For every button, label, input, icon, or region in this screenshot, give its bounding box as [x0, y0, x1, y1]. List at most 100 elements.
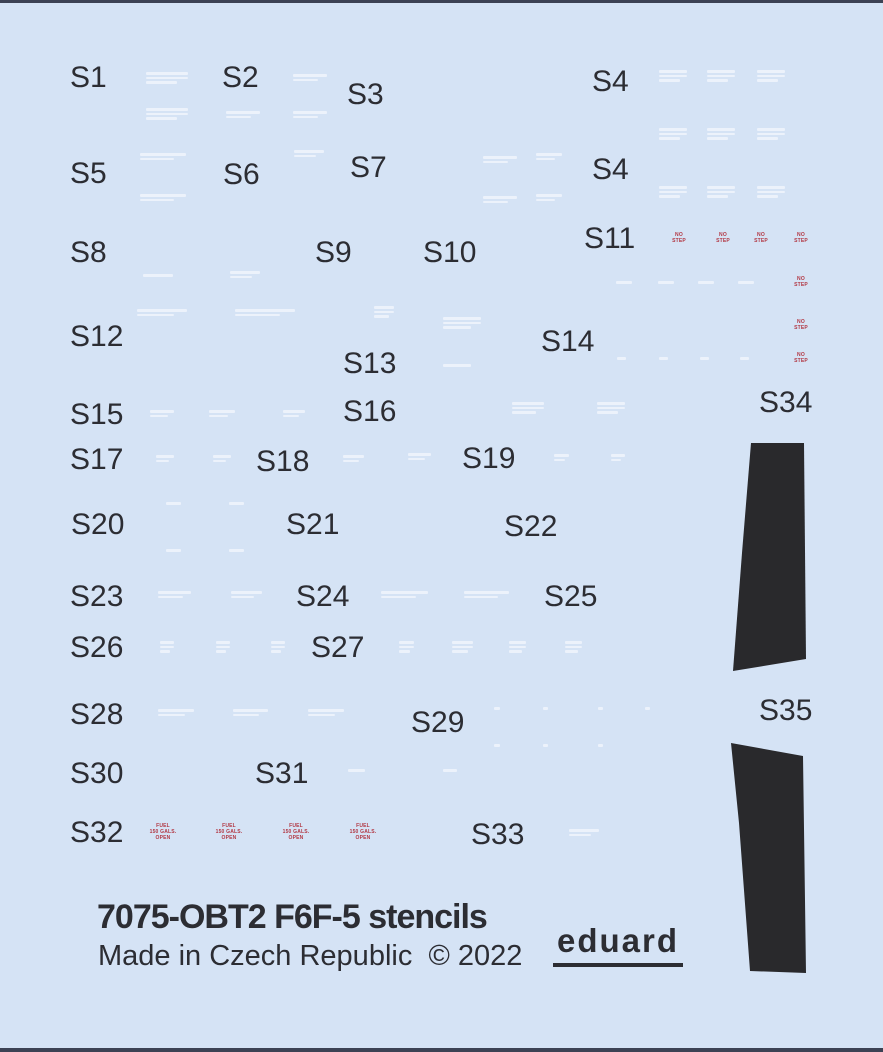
decal-label-s26: S26: [70, 631, 124, 664]
decal-label-s30: S30: [70, 757, 124, 790]
faint-white-stencil: [757, 128, 785, 142]
faint-white-stencil: [536, 153, 562, 162]
faint-white-stencil: [308, 709, 344, 718]
faint-white-stencil: [565, 641, 582, 655]
faint-white-stencil: [271, 641, 285, 655]
decal-label-s35: S35: [759, 694, 813, 727]
faint-white-stencil: [598, 707, 603, 712]
faint-white-stencil: [146, 72, 188, 86]
faint-white-stencil: [348, 769, 365, 774]
faint-white-stencil: [156, 455, 174, 464]
decal-label-s12: S12: [70, 320, 124, 353]
faint-white-stencil: [146, 108, 188, 122]
faint-white-stencil: [554, 454, 569, 463]
faint-white-stencil: [226, 111, 260, 120]
faint-white-stencil: [617, 357, 626, 362]
no-step-stencil: NO STEP: [716, 232, 730, 244]
faint-white-stencil: [158, 591, 191, 600]
decal-label-s16: S16: [343, 395, 397, 428]
decal-label-s4: S4: [592, 65, 629, 98]
faint-white-stencil: [150, 410, 174, 419]
faint-white-stencil: [229, 549, 244, 554]
decal-label-s27: S27: [311, 631, 365, 664]
decal-label-s8: S8: [70, 236, 107, 269]
decal-label-s33: S33: [471, 818, 525, 851]
faint-white-stencil: [166, 502, 181, 507]
faint-white-stencil: [399, 641, 414, 655]
faint-white-stencil: [231, 591, 262, 600]
decal-label-s4: S4: [592, 153, 629, 186]
decal-label-s24: S24: [296, 580, 350, 613]
sheet-bottom-edge: [0, 1048, 883, 1052]
faint-white-stencil: [283, 410, 305, 419]
faint-white-stencil: [443, 364, 471, 369]
decal-label-s7: S7: [350, 151, 387, 184]
faint-white-stencil: [381, 591, 428, 600]
faint-white-stencil: [293, 74, 327, 83]
faint-white-stencil: [698, 281, 714, 286]
faint-white-stencil: [230, 271, 260, 280]
fuel-stencil: FUEL 150 GALS. OPEN: [149, 823, 177, 841]
faint-white-stencil: [597, 402, 625, 416]
faint-white-stencil: [616, 281, 632, 286]
sheet-top-edge: [0, 0, 883, 3]
walkway-decal-s34: [733, 443, 806, 671]
faint-white-stencil: [740, 357, 749, 362]
decal-label-s5: S5: [70, 157, 107, 190]
faint-white-stencil: [235, 309, 295, 318]
decal-label-s13: S13: [343, 347, 397, 380]
faint-white-stencil: [213, 455, 231, 464]
decal-label-s1: S1: [70, 61, 107, 94]
decal-label-s29: S29: [411, 706, 465, 739]
decal-label-s19: S19: [462, 442, 516, 475]
faint-white-stencil: [443, 317, 481, 331]
no-step-stencil: NO STEP: [754, 232, 768, 244]
faint-white-stencil: [408, 453, 431, 462]
faint-white-stencil: [512, 402, 544, 416]
fuel-stencil: FUEL 150 GALS. OPEN: [282, 823, 310, 841]
decal-label-s23: S23: [70, 580, 124, 613]
decal-label-s21: S21: [286, 508, 340, 541]
faint-white-stencil: [659, 128, 687, 142]
fuel-stencil: FUEL 150 GALS. OPEN: [215, 823, 243, 841]
faint-white-stencil: [569, 829, 599, 838]
faint-white-stencil: [757, 186, 785, 200]
sheet-title: 7075-OBT2 F6F-5 stencils: [97, 898, 488, 936]
faint-white-stencil: [464, 591, 509, 600]
decal-label-s31: S31: [255, 757, 309, 790]
faint-white-stencil: [707, 70, 735, 84]
faint-white-stencil: [494, 707, 500, 712]
faint-white-stencil: [443, 769, 457, 774]
no-step-stencil: NO STEP: [794, 232, 808, 244]
faint-white-stencil: [536, 194, 562, 203]
faint-white-stencil: [658, 281, 674, 286]
faint-white-stencil: [598, 744, 603, 749]
faint-white-stencil: [209, 410, 235, 419]
faint-white-stencil: [160, 641, 174, 655]
decal-label-s14: S14: [541, 325, 595, 358]
faint-white-stencil: [757, 70, 785, 84]
faint-white-stencil: [229, 502, 244, 507]
faint-white-stencil: [494, 744, 500, 749]
faint-white-stencil: [483, 156, 517, 165]
eduard-logo: eduard: [553, 922, 684, 967]
faint-white-stencil: [645, 707, 650, 712]
faint-white-stencil: [707, 186, 735, 200]
faint-white-stencil: [659, 357, 668, 362]
decal-label-s28: S28: [70, 698, 124, 731]
faint-white-stencil: [294, 150, 324, 159]
sheet-subtitle: Made in Czech Republic © 2022: [98, 940, 523, 972]
decal-label-s18: S18: [256, 445, 310, 478]
decal-label-s10: S10: [423, 236, 477, 269]
no-step-stencil: NO STEP: [794, 319, 808, 331]
faint-white-stencil: [543, 707, 548, 712]
decal-label-s9: S9: [315, 236, 352, 269]
no-step-stencil: NO STEP: [672, 232, 686, 244]
decal-label-s15: S15: [70, 398, 124, 431]
faint-white-stencil: [452, 641, 473, 655]
decal-label-s20: S20: [71, 508, 125, 541]
faint-white-stencil: [216, 641, 230, 655]
faint-white-stencil: [611, 454, 625, 463]
